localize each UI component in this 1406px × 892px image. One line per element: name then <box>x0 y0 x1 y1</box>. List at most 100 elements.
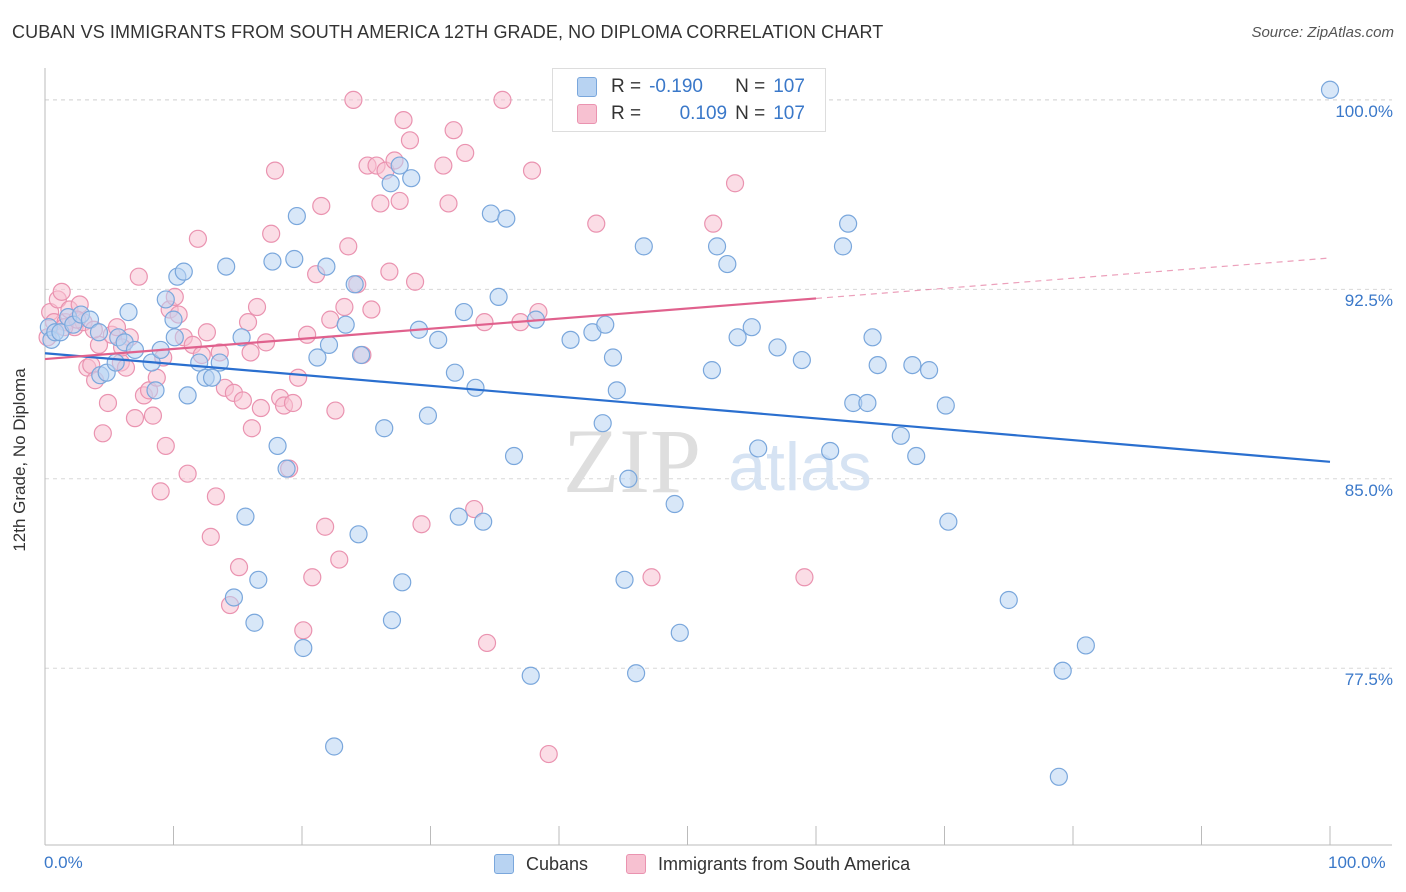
immigrants-point <box>522 161 542 180</box>
immigrants-point <box>201 527 220 546</box>
cubans-point <box>454 302 474 322</box>
cubans-point <box>317 257 336 276</box>
immigrants-point <box>439 194 458 213</box>
cubans-point <box>224 588 243 607</box>
cubans-point <box>287 206 306 226</box>
immigrants-point <box>129 267 148 286</box>
bottom-legend-swatch-blue <box>494 854 514 874</box>
cubans-point <box>670 623 689 642</box>
trend-lines <box>44 257 1331 463</box>
cubans-point <box>319 335 339 354</box>
cubans-point <box>263 252 282 271</box>
cubans-point <box>1049 767 1068 786</box>
grid-lines <box>45 99 1392 669</box>
cubans-point <box>190 353 209 372</box>
cubans-point <box>749 439 768 458</box>
y-tick-label: 77.5% <box>1344 670 1393 690</box>
immigrants-point <box>704 214 723 233</box>
immigrants-point <box>371 194 390 213</box>
cubans-point <box>402 169 421 188</box>
immigrants-point <box>795 568 814 587</box>
legend-n-label: N = <box>735 76 766 97</box>
immigrants-trend-line-extension <box>815 257 1331 300</box>
cubans-point <box>619 469 638 488</box>
cubans-point <box>294 638 313 658</box>
cubans-point <box>466 378 485 397</box>
cubans-point <box>742 318 761 337</box>
immigrants-point <box>241 343 260 362</box>
cubans-point <box>821 441 840 461</box>
bottom-legend-cubans: Cubans <box>494 852 588 876</box>
immigrants-point <box>251 398 270 418</box>
cubans-point <box>497 209 516 228</box>
cubans-point <box>665 494 684 514</box>
x-tick-label-max: 100.0% <box>1328 853 1386 872</box>
immigrants-point <box>93 424 112 443</box>
cubans-point <box>164 310 183 329</box>
cubans-point <box>615 570 634 589</box>
y-tick-label: 92.5% <box>1344 291 1393 311</box>
immigrants-point <box>362 300 381 319</box>
cubans-point <box>593 414 612 433</box>
cubans-point <box>634 237 653 256</box>
immigrants-point <box>390 191 409 211</box>
cubans-point <box>504 446 524 466</box>
immigrants-point <box>321 310 340 329</box>
immigrants-point <box>405 272 425 291</box>
immigrants-point <box>642 568 661 587</box>
immigrants-point <box>233 391 252 410</box>
immigrants-point <box>52 282 71 301</box>
cubans-point <box>792 350 811 370</box>
cubans-point <box>449 507 468 526</box>
cubans-point <box>165 328 184 347</box>
legend-n-value: 107 <box>773 103 805 124</box>
cubans-point <box>999 590 1018 610</box>
cubans-point <box>268 436 287 456</box>
cubans-point <box>217 257 236 276</box>
bottom-legend-label: Immigrants from South America <box>658 853 911 874</box>
cubans-point <box>833 237 853 256</box>
cubans-point <box>89 323 109 342</box>
cubans-point <box>1076 636 1095 655</box>
legend-n-label: N = <box>735 103 766 124</box>
cubans-point <box>768 338 787 357</box>
immigrants-point <box>330 550 349 569</box>
cubans-point <box>1320 80 1340 99</box>
cubans-point <box>939 512 958 531</box>
cubans-point <box>481 204 500 223</box>
cubans-point <box>418 406 438 425</box>
cubans-point <box>561 330 580 349</box>
immigrants-trend-line <box>44 297 817 361</box>
cubans-point <box>174 262 193 281</box>
cubans-point <box>375 419 394 438</box>
cubans-point <box>325 737 344 756</box>
cubans-point <box>390 156 409 175</box>
chart-title: CUBAN VS IMMIGRANTS FROM SOUTH AMERICA 1… <box>12 22 884 42</box>
immigrants-point <box>125 409 145 428</box>
cubans-point <box>285 249 304 269</box>
watermark-zip: ZIP <box>563 410 701 512</box>
immigrants-point <box>265 161 285 180</box>
correlation-legend: R = -0.190 N = 107 R = 0.109 N = 107 <box>552 68 826 132</box>
bottom-legend-label: Cubans <box>526 853 589 874</box>
cubans-point <box>868 355 887 375</box>
immigrants-point <box>444 121 463 140</box>
cubans-point <box>146 381 165 400</box>
cubans-point <box>381 174 400 193</box>
cubans-point <box>626 664 646 683</box>
immigrants-point <box>238 313 258 332</box>
legend-row-cubans: R = -0.190 N = 107 <box>577 74 805 100</box>
legend-swatch-blue <box>577 77 597 97</box>
cubans-point <box>839 214 858 233</box>
cubans-point <box>352 345 371 365</box>
immigrants-point <box>380 262 399 281</box>
immigrants-point <box>394 110 413 130</box>
immigrants-point <box>289 368 308 387</box>
immigrants-point <box>206 487 226 506</box>
cubans-point <box>607 381 626 400</box>
immigrants-point <box>412 515 431 534</box>
cubans-point <box>429 330 448 349</box>
cubans-point <box>245 613 264 632</box>
cubans-point <box>489 287 508 306</box>
immigrants-point <box>156 436 175 456</box>
